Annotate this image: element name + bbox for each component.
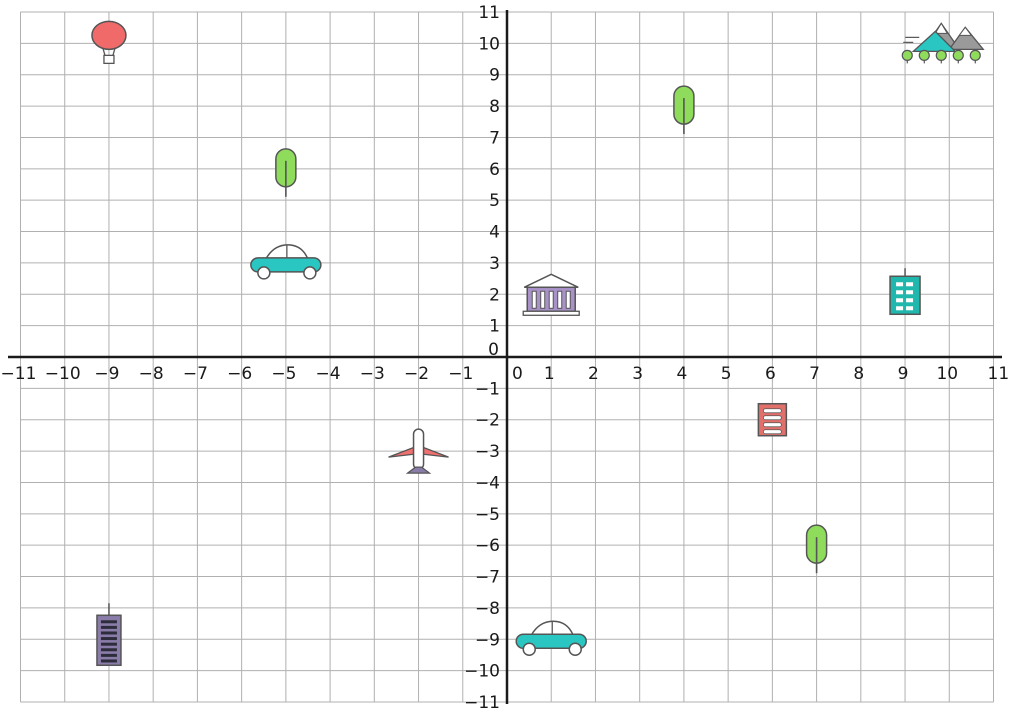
y-tick-label: 8 (489, 97, 500, 117)
x-tick-label: 2 (588, 364, 599, 384)
office-building-icon (889, 268, 921, 316)
y-tick-label: −11 (464, 693, 500, 711)
x-tick-label: 8 (853, 364, 864, 384)
y-tick-label: 7 (489, 128, 500, 148)
y-tick-label: −8 (475, 599, 500, 619)
y-tick-label: 2 (489, 285, 500, 305)
y-tick-label: 3 (489, 254, 500, 274)
mountains-icon (901, 22, 985, 64)
x-tick-label: 4 (676, 364, 687, 384)
car-icon (515, 620, 587, 657)
x-tick-label: 1 (544, 364, 555, 384)
tree-icon (805, 524, 828, 574)
x-tick-label: 0 (512, 364, 523, 384)
plotted-objects (91, 20, 985, 667)
hot-air-balloon-icon (91, 20, 127, 65)
y-tick-label: −1 (475, 379, 500, 399)
x-tick-label: −2 (404, 364, 429, 384)
tree-icon (673, 85, 695, 135)
y-tick-label: 4 (489, 223, 500, 243)
y-tick-label: −3 (475, 442, 500, 462)
car-icon (250, 244, 322, 280)
tick-labels: −11 −10 −9 −8 −7 −6 −5 −4 −3 −2 −1 0 1 2 3 4 5 6 7 8 9 10 11−1… (1, 3, 1010, 711)
shop-icon (757, 402, 788, 437)
x-tick-label: −9 (94, 364, 119, 384)
x-tick-label: 6 (765, 364, 776, 384)
x-tick-label: 5 (721, 364, 732, 384)
x-tick-label: −5 (271, 364, 296, 384)
x-tick-label: −11 (1, 364, 37, 384)
y-tick-label: 11 (478, 3, 500, 23)
x-tick-label: 7 (809, 364, 820, 384)
y-tick-label: 5 (489, 191, 500, 211)
y-tick-label: −5 (475, 505, 500, 525)
y-tick-label: 0 (488, 340, 499, 360)
y-tick-label: −2 (475, 411, 500, 431)
x-tick-label: −1 (448, 364, 473, 384)
y-tick-label: −6 (475, 536, 500, 556)
x-tick-label: −7 (183, 364, 208, 384)
airplane-icon (388, 428, 449, 474)
x-tick-label: 3 (632, 364, 643, 384)
x-tick-label: 11 (988, 364, 1010, 384)
tree-icon (275, 148, 297, 197)
x-tick-label: −10 (45, 364, 81, 384)
y-tick-label: 6 (489, 160, 500, 180)
x-tick-label: −8 (139, 364, 164, 384)
tower-building-icon (96, 603, 122, 667)
axes (8, 10, 1002, 704)
x-tick-label: −4 (316, 364, 341, 384)
x-tick-label: −3 (360, 364, 385, 384)
y-tick-label: 9 (489, 66, 500, 86)
y-tick-label: −9 (475, 630, 500, 650)
y-tick-label: −4 (475, 473, 500, 493)
x-tick-label: 9 (898, 364, 909, 384)
y-tick-label: −7 (475, 568, 500, 588)
y-tick-label: 1 (489, 317, 500, 337)
y-tick-label: 10 (478, 34, 500, 54)
x-tick-label: −6 (227, 364, 252, 384)
museum-icon (522, 273, 580, 316)
y-tick-label: −10 (464, 662, 500, 682)
x-tick-label: 10 (936, 364, 958, 384)
